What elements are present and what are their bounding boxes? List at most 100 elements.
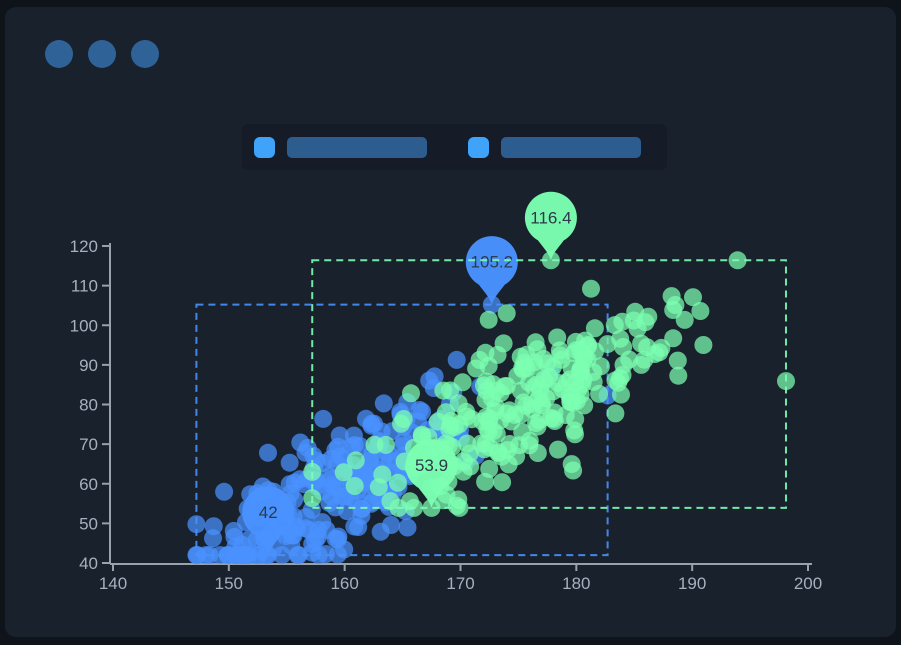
scatter-point[interactable] (576, 348, 595, 366)
scatter-point[interactable] (562, 455, 581, 474)
scatter-point[interactable] (345, 436, 364, 455)
scatter-point[interactable] (632, 334, 651, 353)
scatter-point[interactable] (288, 546, 307, 565)
scatter-point[interactable] (537, 389, 556, 408)
scatter-point[interactable] (591, 357, 610, 376)
scatter-point[interactable] (428, 412, 447, 431)
scatter-point[interactable] (405, 498, 423, 517)
scatter-point[interactable] (527, 414, 546, 433)
scatter-point[interactable] (606, 371, 625, 390)
scatter-point[interactable] (450, 415, 469, 434)
scatter-point[interactable] (413, 425, 431, 444)
scatter-point[interactable] (369, 478, 388, 497)
scatter-point[interactable] (511, 381, 530, 400)
scatter-point[interactable] (326, 441, 345, 460)
scatter-point[interactable] (550, 341, 569, 360)
scatter-point[interactable] (218, 546, 237, 565)
scatter-point[interactable] (365, 435, 384, 454)
scatter-point[interactable] (662, 287, 681, 306)
scatter-point[interactable] (215, 482, 234, 501)
scatter-point[interactable] (313, 513, 332, 532)
scatter-point[interactable] (345, 477, 364, 495)
scatter-point[interactable] (352, 500, 371, 519)
scatter-point[interactable] (291, 433, 310, 452)
scatter-point[interactable] (669, 366, 688, 385)
scatter-point[interactable] (300, 521, 319, 539)
scatter-point[interactable] (234, 546, 253, 565)
scatter-point[interactable] (549, 440, 567, 459)
scatter-point[interactable] (447, 350, 466, 369)
scatter-point[interactable] (728, 251, 747, 270)
scatter-point[interactable] (566, 425, 584, 444)
scatter-point[interactable] (381, 492, 400, 511)
series-green-markpoint-min[interactable]: 53.9 (405, 439, 458, 508)
scatter-point[interactable] (413, 402, 431, 421)
scatter-point[interactable] (691, 302, 710, 320)
scatter-point[interactable] (303, 462, 322, 481)
scatter-point[interactable] (187, 515, 206, 534)
scatter-point[interactable] (394, 410, 413, 428)
scatter-point[interactable] (538, 354, 557, 373)
scatter-point[interactable] (303, 543, 322, 562)
scatter-point[interactable] (349, 518, 368, 537)
scatter-point[interactable] (303, 489, 322, 508)
scatter-point[interactable] (514, 360, 532, 379)
scatter-point[interactable] (398, 518, 417, 537)
scatter-point[interactable] (476, 472, 495, 491)
scatter-point[interactable] (330, 426, 349, 445)
scatter-point[interactable] (371, 522, 390, 541)
scatter-point[interactable] (479, 310, 498, 329)
scatter-point[interactable] (357, 409, 375, 428)
scatter-point[interactable] (388, 473, 407, 492)
scatter-point[interactable] (777, 372, 795, 391)
scatter-point[interactable] (549, 374, 568, 392)
scatter-point[interactable] (204, 529, 222, 548)
scatter-point[interactable] (489, 442, 508, 461)
scatter-point[interactable] (520, 436, 539, 455)
window-control-dot[interactable] (131, 40, 159, 68)
scatter-point[interactable] (197, 546, 215, 565)
scatter-point[interactable] (475, 440, 494, 459)
legend-item-blue[interactable] (254, 136, 427, 158)
scatter-point[interactable] (314, 409, 333, 428)
series-green-markpoint-max[interactable]: 116.4 (524, 191, 577, 261)
scatter-point[interactable] (535, 370, 553, 389)
scatter-point[interactable] (606, 404, 625, 423)
scatter-point[interactable] (494, 334, 513, 353)
scatter-point[interactable] (334, 463, 353, 482)
scatter-point[interactable] (664, 301, 683, 319)
series-blue-markpoint-min[interactable]: 42 (242, 486, 295, 556)
scatter-point[interactable] (460, 444, 479, 463)
scatter-point[interactable] (684, 288, 702, 307)
scatter-point[interactable] (624, 311, 643, 330)
scatter-point[interactable] (402, 384, 420, 403)
scatter-point[interactable] (561, 393, 580, 411)
scatter-point[interactable] (461, 457, 480, 476)
series-blue-markpoint-max[interactable]: 105.2 (465, 236, 518, 305)
scatter-point[interactable] (450, 498, 469, 517)
window-control-dot[interactable] (45, 40, 73, 68)
scatter-point[interactable] (497, 304, 516, 323)
scatter-point[interactable] (668, 351, 687, 370)
scatter-point[interactable] (499, 455, 518, 474)
scatter-point[interactable] (422, 498, 441, 517)
scatter-point[interactable] (694, 336, 713, 354)
window-control-dot[interactable] (88, 40, 116, 68)
scatter-point[interactable] (493, 473, 512, 492)
scatter-point[interactable] (338, 502, 357, 521)
scatter-point[interactable] (571, 362, 590, 381)
scatter-point[interactable] (566, 410, 585, 429)
scatter-point[interactable] (664, 329, 683, 348)
scatter-point[interactable] (374, 394, 393, 413)
scatter-point[interactable] (259, 443, 277, 462)
legend-item-green[interactable] (468, 136, 641, 158)
scatter-point[interactable] (614, 338, 633, 356)
scatter-point[interactable] (590, 384, 609, 403)
scatter-point[interactable] (585, 319, 604, 338)
scatter-point[interactable] (582, 279, 600, 298)
scatter-point[interactable] (470, 351, 489, 369)
scatter-point[interactable] (576, 331, 595, 350)
scatter-point[interactable] (335, 540, 354, 559)
scatter-point[interactable] (441, 381, 460, 400)
